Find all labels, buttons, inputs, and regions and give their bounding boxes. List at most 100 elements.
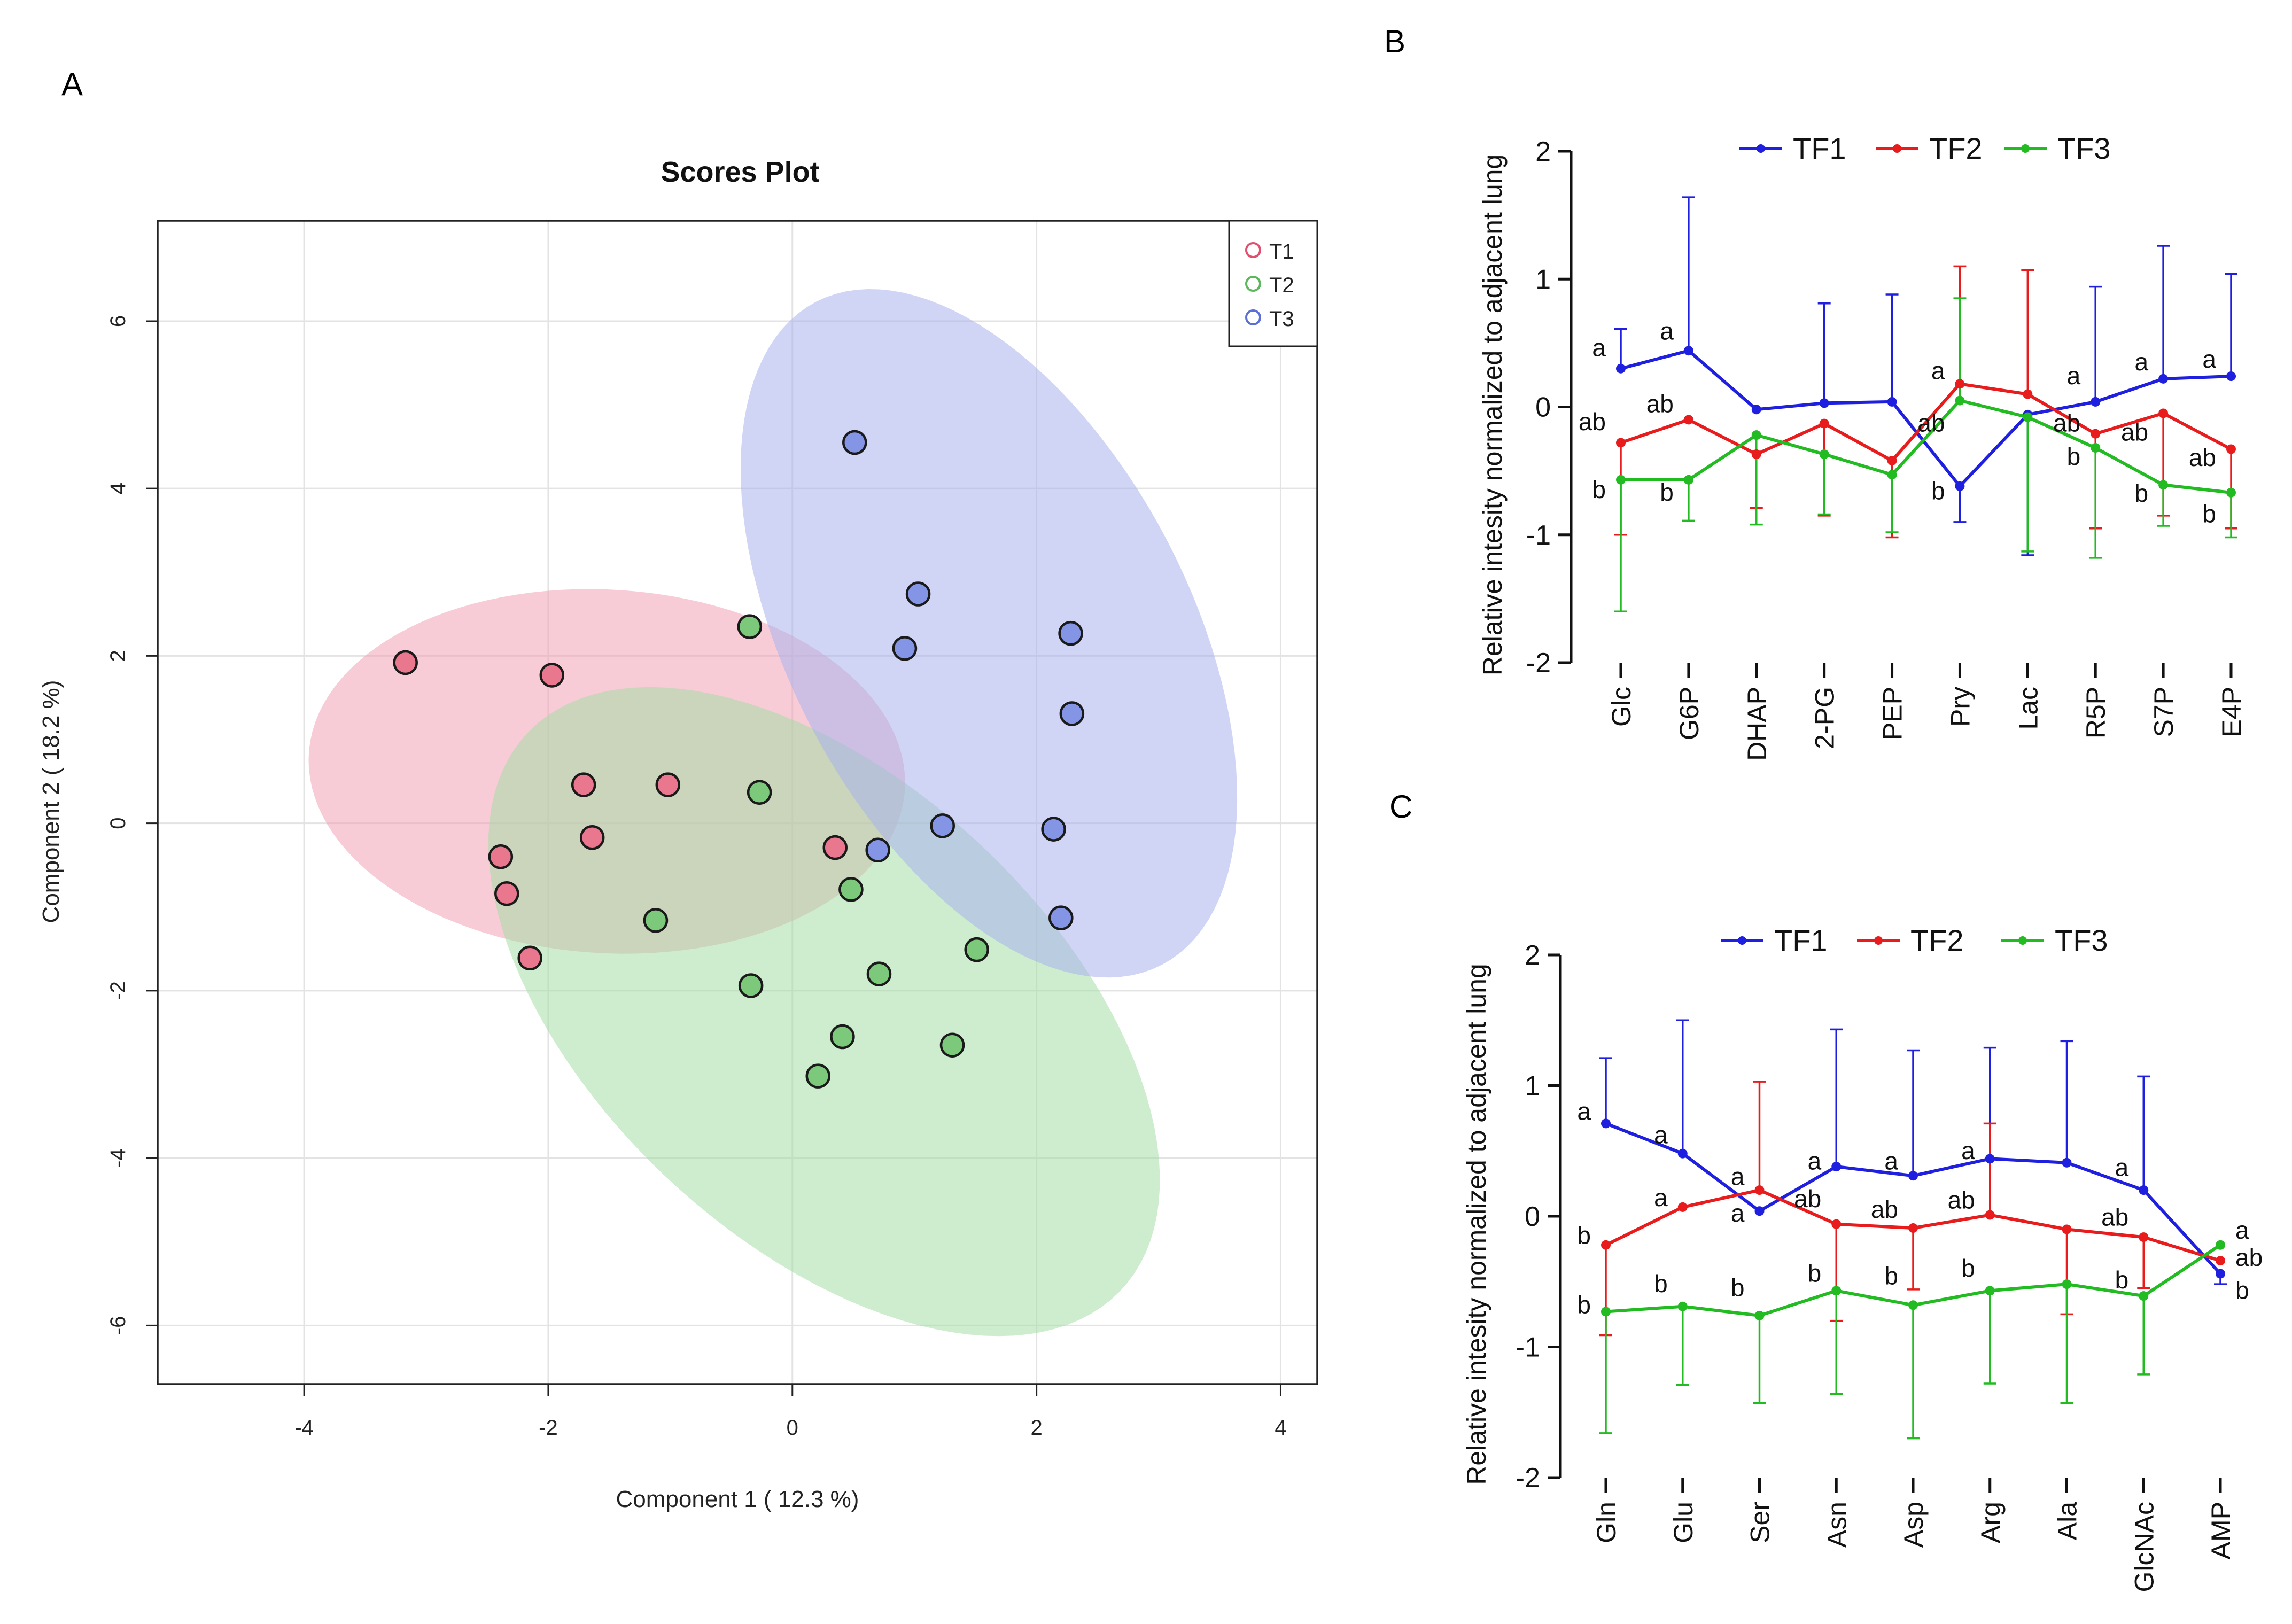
significance-letter: a <box>1931 357 1945 385</box>
series-line-tf2 <box>1620 382 2232 462</box>
data-point-tf3 <box>1831 1286 1842 1296</box>
data-point-tf3 <box>1985 1286 1995 1296</box>
data-point-tf1 <box>2062 1157 2072 1168</box>
data-point-tf1 <box>2226 371 2236 382</box>
data-point-tf3 <box>1601 1307 1611 1317</box>
score-point-t1 <box>488 844 514 869</box>
score-point-t2 <box>747 780 772 805</box>
data-point-tf3 <box>2091 443 2101 453</box>
data-point-tf3 <box>2226 487 2236 498</box>
x-tick-label: -2 <box>539 1416 558 1440</box>
data-point-tf1 <box>2091 397 2101 407</box>
y-tick-label: 1 <box>1535 264 1551 295</box>
x-category-label: Asn <box>1822 1502 1852 1548</box>
significance-letter: ab <box>2053 409 2080 437</box>
significance-letter: b <box>1654 1270 1668 1297</box>
legend-label-tf3: TF3 <box>2057 131 2111 165</box>
legend-label-t1: T1 <box>1269 240 1294 263</box>
data-point-tf2 <box>1819 418 1829 429</box>
confidence-ellipse-t3 <box>741 289 1238 978</box>
legend: TF1 TF2 TF3 <box>1721 923 2108 957</box>
y-tick-label: -2 <box>1526 648 1551 679</box>
x-category-label: Asp <box>1899 1502 1929 1548</box>
x-category-label: Lac <box>2013 687 2043 730</box>
x-category-label: GlcNAc <box>2129 1502 2159 1592</box>
panel-label-b: B <box>1384 24 1405 59</box>
legend-label-tf2: TF2 <box>1910 923 1964 957</box>
significance-letter: b <box>1660 478 1674 506</box>
x-category-label: Ser <box>1745 1502 1775 1543</box>
x-tick-label: -4 <box>294 1416 314 1440</box>
data-point-tf3 <box>2139 1291 2149 1301</box>
data-point-tf1 <box>1677 1148 1688 1159</box>
y-tick-label: -2 <box>106 981 130 1000</box>
data-point-tf2 <box>2023 389 2033 399</box>
significance-letter: ab <box>1646 390 1674 418</box>
data-point-tf2 <box>2216 1256 2225 1266</box>
significance-letter: b <box>2115 1266 2129 1294</box>
data-point-tf2 <box>1955 379 1965 389</box>
score-point-t3 <box>1048 905 1074 930</box>
score-point-t3 <box>865 837 890 863</box>
significance-letter: ab <box>1579 408 1606 436</box>
data-point-tf3 <box>2158 480 2169 490</box>
x-category-label: DHAP <box>1742 687 1772 761</box>
x-category-label: E4P <box>2217 687 2247 737</box>
significance-letter: a <box>1660 317 1674 345</box>
x-category-label: G6P <box>1674 687 1704 740</box>
score-point-t3 <box>1041 817 1066 842</box>
y-tick-label: 0 <box>106 818 130 829</box>
significance-letter: ab <box>2235 1244 2263 1271</box>
score-point-t3 <box>930 813 955 838</box>
glycolysis-line-chart-panel: -2 -1 0 1 2 Glc G6P DHAP 2-PG PEP Pry Lac R5P S7P E4P R… <box>1478 131 2247 761</box>
legend-label-tf1: TF1 <box>1793 131 1846 165</box>
legend-label-tf3: TF3 <box>2055 923 2108 957</box>
score-point-t3 <box>892 636 918 661</box>
significance-letter: b <box>1577 1291 1591 1318</box>
x-axis-label: Component 1 ( 12.3 %) <box>616 1486 859 1512</box>
significance-letter: a <box>1884 1147 1898 1175</box>
series-line-tf3 <box>1621 399 2232 494</box>
scores-plot-panel: -4 -2 0 2 4 -6 -4 -2 0 2 4 6 Scores Plot Component 1 … <box>38 156 1318 1512</box>
significance-letter: b <box>1577 1222 1591 1249</box>
significance-letter: a <box>2067 362 2081 390</box>
x-category-label: S7P <box>2149 687 2179 737</box>
score-point-t2 <box>838 877 864 902</box>
data-point-tf2 <box>1601 1240 1611 1250</box>
data-point-tf2 <box>1754 1185 1765 1195</box>
data-point-tf3 <box>1887 470 1897 480</box>
x-category-label: Glc <box>1606 687 1636 727</box>
score-point-t3 <box>842 430 867 455</box>
data-point-tf2 <box>2139 1232 2149 1242</box>
score-point-t2 <box>830 1024 855 1050</box>
significance-letter: ab <box>2189 444 2216 471</box>
legend-marker-tf3 <box>2021 144 2030 153</box>
data-point-tf3 <box>1751 430 1761 440</box>
significance-letter: b <box>1931 477 1945 504</box>
significance-letter: b <box>1731 1273 1745 1301</box>
significance-letter: a <box>1654 1121 1668 1148</box>
legend-marker-tf1 <box>1757 144 1765 153</box>
significance-letter: a <box>1731 1163 1745 1191</box>
data-point-tf3 <box>2023 412 2033 422</box>
legend: T1 T2 T3 <box>1228 220 1318 347</box>
score-point-t1 <box>571 772 596 797</box>
data-point-tf1 <box>1985 1154 1995 1164</box>
significance-letter: a <box>2235 1216 2249 1244</box>
x-tick-label: 4 <box>1275 1416 1286 1440</box>
data-point-tf3 <box>1683 475 1693 485</box>
data-point-tf1 <box>1616 363 1626 374</box>
data-point-tf3 <box>1754 1310 1765 1320</box>
x-category-label: Gln <box>1591 1502 1621 1543</box>
score-point-t1 <box>579 825 605 850</box>
data-point-tf3 <box>1955 395 1965 406</box>
significance-letter: b <box>2067 442 2081 470</box>
x-category-label: Arg <box>1976 1502 2006 1543</box>
legend-box <box>1228 220 1318 347</box>
significance-letter: ab <box>2121 418 2148 446</box>
data-point-tf1 <box>1683 346 1693 356</box>
score-point-t1 <box>822 835 848 860</box>
y-tick-label: 1 <box>1525 1071 1540 1102</box>
score-point-t2 <box>737 614 763 639</box>
x-tick-label: 2 <box>1031 1416 1043 1440</box>
